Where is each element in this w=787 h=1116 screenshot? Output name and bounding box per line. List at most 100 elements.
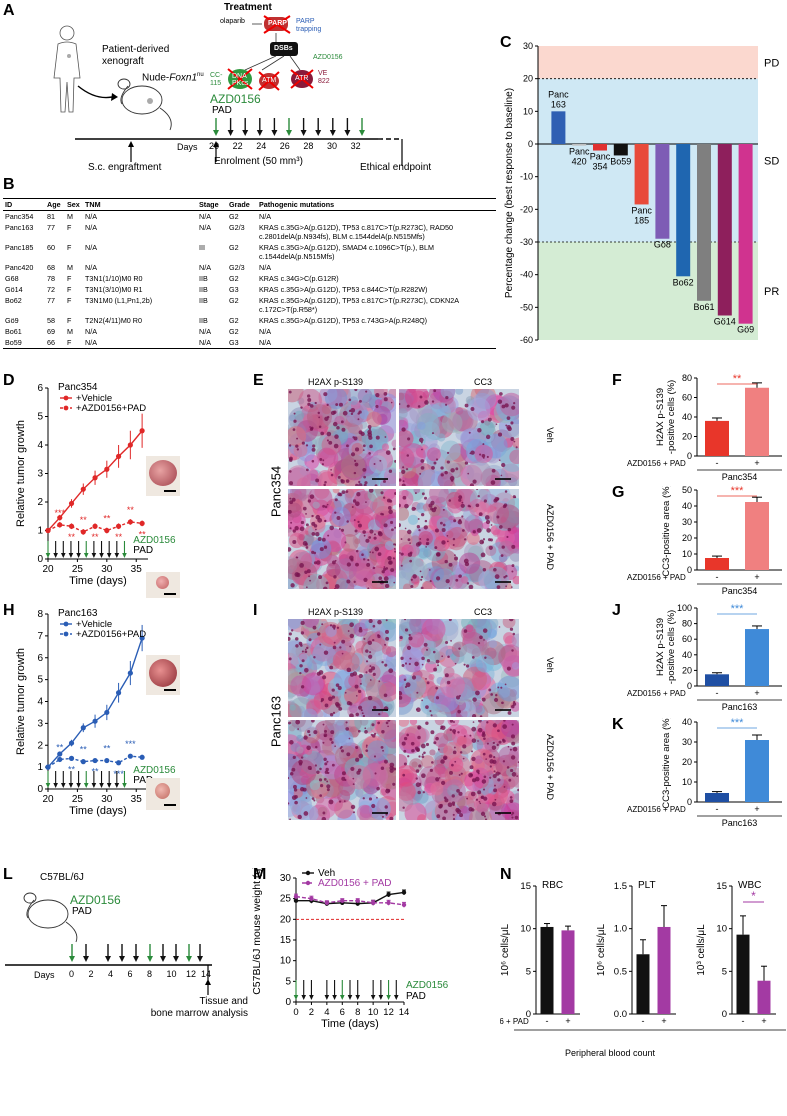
table-row: Gö9 58 F T2N2(4/11)M0 R0 IIB G2 KRAS c.35G>A(p…: [3, 315, 496, 326]
table-cell: Gö14: [5, 285, 23, 294]
c-ytick: 0: [528, 139, 533, 149]
ytick: 2: [37, 740, 43, 751]
xtick: 14: [399, 1007, 410, 1018]
n-footer: Peripheral blood count: [565, 1048, 656, 1058]
table-cell: N/A: [85, 223, 97, 232]
l-days: Days: [34, 970, 55, 980]
ytick: 50: [682, 486, 692, 495]
panel-letter-d: D: [3, 372, 15, 389]
c-bar-label: 420: [572, 157, 587, 167]
table-cell: 58: [47, 316, 55, 325]
series-point: [92, 475, 98, 481]
table-cell: N/A: [259, 327, 271, 336]
xtick: 10: [368, 1007, 379, 1018]
sig-label: **: [92, 767, 100, 777]
series-point: [92, 523, 98, 529]
ytick: 1: [37, 526, 43, 537]
sig-label: *: [751, 889, 756, 903]
bar-category: -: [742, 1016, 745, 1026]
table-cell: N/A: [199, 263, 211, 272]
ytick: 0: [37, 784, 43, 795]
series-line: [295, 895, 405, 906]
bar-category: -: [546, 1016, 549, 1026]
tumor-photo-vehicle-panc354: [146, 456, 180, 496]
bar-category: +: [761, 1016, 766, 1026]
micrograph-e-cc3-treat: [399, 489, 519, 589]
series-point: [68, 523, 75, 529]
l-tick-label: 8: [147, 969, 153, 979]
ytick: 5: [722, 966, 727, 977]
table-cell: G68: [5, 274, 19, 283]
series-point: [127, 670, 133, 676]
ytick: 40: [682, 718, 692, 727]
l-endpoint: Tissue and bone marrow analysis: [150, 996, 248, 1019]
table-cell: T2N2(4/11)M0 R0: [85, 316, 142, 325]
model-label: Panc354: [722, 586, 758, 596]
table-cell: G2: [229, 243, 239, 252]
atr-label: ATR: [295, 75, 309, 82]
table-header-cell: TNM: [83, 198, 197, 211]
atm-label: ATM: [262, 77, 277, 84]
ylabel-line2: -positive cells (%): [666, 610, 677, 684]
ytick: 5: [526, 966, 531, 977]
legend-entry: Veh: [318, 868, 335, 879]
table-header-cell: Sex: [65, 198, 83, 211]
treatment-scheme: [227, 15, 314, 91]
micrograph-e-h2ax-veh: [288, 389, 396, 486]
series-point: [309, 896, 314, 901]
waterfall-chart: -60 -50 -40 -30 -20 -10 0 10 20 30 PD SD PR Percentag…: [504, 41, 779, 345]
mouse-icon: [117, 78, 172, 131]
ytick: 4: [37, 440, 43, 451]
sig-label: **: [115, 532, 123, 542]
table-cell: N/A: [85, 212, 97, 221]
ytick: 8: [37, 609, 43, 620]
e-col-cc3: CC3: [474, 377, 493, 387]
c-ytick: -30: [520, 237, 533, 247]
c-ytick: -50: [520, 302, 533, 312]
table-cell: M: [67, 263, 73, 272]
sig-label: **: [127, 505, 135, 515]
pad-label: PAD: [133, 775, 153, 786]
legend-entry: +AZD0156+PAD: [76, 629, 146, 640]
table-cell: F: [67, 285, 72, 294]
panel-letter-b: B: [3, 176, 15, 193]
c-bar-label: 354: [592, 162, 607, 172]
series-point: [115, 453, 122, 459]
table-cell: 66: [45, 337, 65, 349]
bar: [705, 420, 729, 456]
sig-label: **: [103, 744, 111, 754]
table-header-cell: Pathogenic mutations: [257, 198, 496, 211]
series-point: [68, 740, 75, 746]
c-bar: [655, 144, 670, 239]
i-row-treat: AZD0156 + PAD: [545, 733, 555, 801]
series-point: [401, 890, 407, 895]
sc-engraftment-label: S.c. engraftment: [88, 162, 162, 173]
day-tick-label: 20: [209, 141, 220, 151]
patient-table: ID Age Sex TNM Stage Grade Pathogenic mutation…: [3, 198, 496, 349]
mouse-icon-l: [23, 892, 78, 943]
ylabel: H2AX p-S139: [655, 388, 666, 446]
series-line: [47, 755, 143, 768]
bar-category: -: [716, 458, 719, 468]
series-line: [296, 891, 405, 905]
ylabel: 10³ cells/μL: [696, 924, 707, 976]
ytick: 100: [677, 604, 692, 613]
table-cell: KRAS c.35G>A(p.G12D), TP53 c.817C>T(p.R2…: [259, 223, 454, 241]
panel-letter-m: M: [253, 866, 267, 883]
l-pad: PAD: [72, 906, 92, 917]
bar: [540, 926, 554, 1014]
c-bar: [717, 144, 732, 316]
table-cell: IIB: [199, 296, 208, 305]
micrograph-i-h2ax-treat: [288, 720, 396, 820]
tumor-photo-treated-panc163: [146, 778, 180, 810]
table-cell: KRAS c.35G>A(p.G12D), TP53 c.817C>T(p.R2…: [259, 296, 459, 314]
bar: [561, 930, 575, 1014]
c-ylabel: Percentage change (best response to base…: [504, 88, 515, 298]
patient-xenograft-label: Patient-derived xenograft: [102, 44, 170, 67]
xtick: 6: [340, 1007, 345, 1018]
micrograph-i-cc3-treat: [399, 720, 519, 820]
xtick: 30: [101, 564, 113, 575]
treatment-title: Treatment: [224, 2, 272, 13]
bar: [736, 934, 750, 1014]
